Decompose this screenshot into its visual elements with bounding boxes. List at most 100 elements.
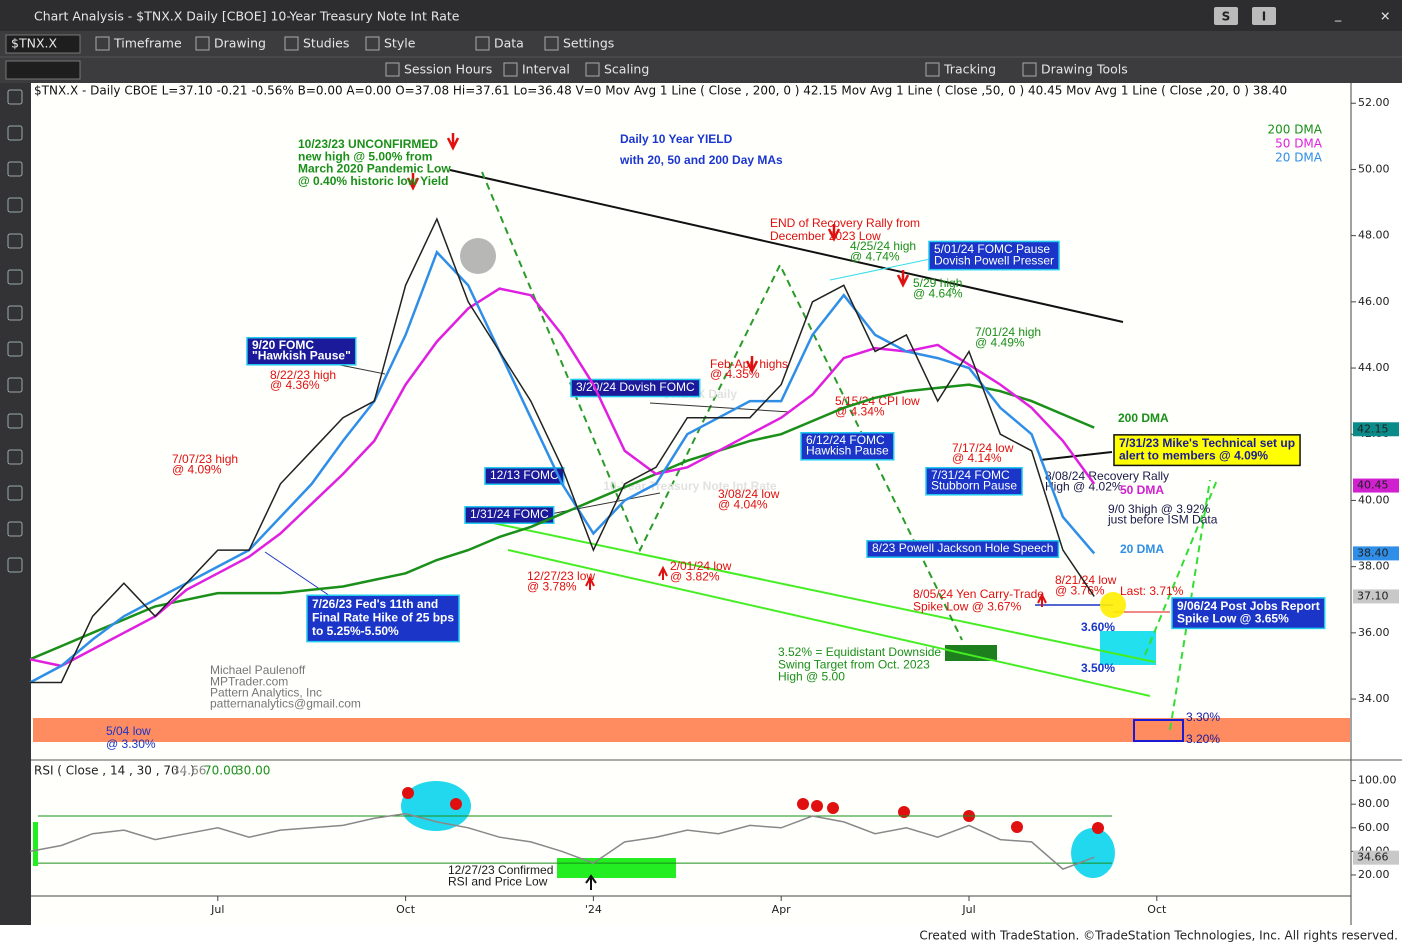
decoration <box>446 133 460 151</box>
annotation-text: High @ 5.00 <box>778 670 845 684</box>
minimize[interactable]: _ <box>1334 7 1342 22</box>
annotation-text: Final Rate Hike of 25 bps <box>312 611 454 625</box>
annotation-text: 9/0 3high @ 3.92% <box>1108 502 1211 516</box>
annotation-text: @ 3.82% <box>670 570 720 584</box>
annotation: 2/01/24 low@ 3.82% <box>670 559 732 584</box>
x-tick-label: Apr <box>772 903 792 916</box>
annotation-text: RSI and Price Low <box>448 874 548 888</box>
decoration <box>585 62 600 77</box>
rsi-readout: 34.66 <box>172 764 206 778</box>
annotation: 7/17/24 low@ 4.14% <box>952 441 1014 465</box>
annotation-text: 8/08/24 Recovery Rally <box>1045 469 1169 483</box>
annotation-text: Swing Target from Oct. 2023 <box>778 657 930 671</box>
x-tick-label: Jul <box>210 903 224 916</box>
y-tick-label: 60.00 <box>1358 821 1390 834</box>
decoration <box>797 798 809 810</box>
annotation-text: Feb-Apr. highs <box>710 357 788 371</box>
y-tick-label: 48.00 <box>1358 229 1390 242</box>
annotation: 3/20/24 Dovish FOMC <box>570 378 701 398</box>
annotation-text: @ 4.34% <box>835 405 885 419</box>
toolbar-button[interactable]: Settings <box>563 36 614 51</box>
window-button[interactable] <box>1214 7 1238 25</box>
price-tag-label: 37.10 <box>1357 589 1389 602</box>
annotation: 8/22/23 high@ 4.36% <box>270 368 336 392</box>
toolbar-button[interactable]: Drawing Tools <box>1041 62 1128 77</box>
series-name: 50 DMA <box>1275 137 1323 151</box>
annotation-text: @ 3.30% <box>106 737 156 751</box>
annotation-text: 9/06/24 Post Jobs Report <box>1177 599 1320 613</box>
y-tick-label: 20.00 <box>1358 868 1390 881</box>
decoration <box>1022 62 1037 77</box>
x-tick-label: Oct <box>1147 903 1167 916</box>
annotation-text: Daily 10 Year YIELD <box>620 132 733 146</box>
decoration <box>7 125 23 141</box>
y-tick-label: 38.00 <box>1358 560 1390 573</box>
decoration <box>385 62 400 77</box>
moving-average <box>29 287 1096 668</box>
toolbar-button[interactable]: Scaling <box>604 62 649 77</box>
decoration <box>7 269 23 285</box>
annotation-text: @ 4.36% <box>270 378 320 392</box>
decoration <box>402 787 414 799</box>
toolbar-button[interactable]: Session Hours <box>404 62 492 77</box>
annotation-text: 8/05/24 Yen Carry-Trade <box>913 587 1044 601</box>
decoration <box>544 36 559 51</box>
y-tick-label: 100.00 <box>1358 774 1397 787</box>
annotation: Feb-Apr. highs@ 4.35% <box>710 357 788 381</box>
x-tick-label: Jul <box>961 903 975 916</box>
toolbar-button[interactable]: Data <box>494 36 524 51</box>
annotation-text: High @ 4.02% <box>1045 480 1123 494</box>
toolbar-button[interactable]: Style <box>384 36 416 51</box>
footer: Created with TradeStation. ©TradeStation… <box>919 929 1398 943</box>
annotation-box <box>484 466 565 486</box>
annotation-text: 12/27/23 Confirmed <box>448 863 553 877</box>
footer-bar <box>0 926 1402 943</box>
decoration <box>827 224 841 242</box>
decoration <box>195 36 210 51</box>
decoration <box>1039 451 1113 461</box>
decoration <box>1144 479 1218 656</box>
annotation-text: 10/23/23 UNCONFIRMED <box>298 137 438 151</box>
annotation-text: @ 4.04% <box>718 498 768 512</box>
toolbar-button[interactable]: Studies <box>303 36 349 51</box>
annotation: 5/29 high@ 4.64% <box>913 276 963 301</box>
annotation-text: 20 DMA <box>1120 542 1164 556</box>
x-tick-label: '24 <box>585 903 602 916</box>
toolbar-button[interactable]: Timeframe <box>113 36 182 51</box>
annotation-box <box>1171 597 1326 630</box>
close[interactable]: ✕ <box>1380 9 1390 24</box>
toolbar-button[interactable]: Tracking <box>943 62 996 77</box>
decoration <box>925 62 940 77</box>
annotation-box <box>464 505 555 525</box>
decoration <box>7 341 23 357</box>
title-bar <box>0 0 1402 31</box>
decoration <box>460 238 496 274</box>
decoration <box>945 645 997 661</box>
annotation-text: 2/01/24 low <box>670 559 732 573</box>
symbol-box[interactable] <box>5 34 81 54</box>
annotation-text: Spike Low @ 3.65% <box>1177 611 1289 625</box>
toolbar-button[interactable]: Interval <box>522 62 570 77</box>
annotation-text: 3.50% <box>1081 661 1115 675</box>
rsi-title: RSI ( Close , 14 , 30 , 70 , ) <box>34 764 195 778</box>
y-tick-label: 52.00 <box>1358 96 1390 109</box>
toolbar-button[interactable]: Drawing <box>214 36 266 51</box>
decoration <box>449 169 1124 323</box>
annotation-text: 1/31/24 FOMC <box>470 507 549 521</box>
annotation-text: 7/26/23 Fed's 11th and <box>312 597 438 611</box>
decoration <box>7 557 23 573</box>
window-button[interactable] <box>1252 7 1276 25</box>
annotation-text: with 20, 50 and 200 Day MAs <box>619 153 783 167</box>
decoration <box>7 89 23 105</box>
annotation-box <box>246 336 357 366</box>
price-tag <box>1353 589 1399 604</box>
interval-box[interactable] <box>5 60 81 80</box>
annotation-text: @ 4.64% <box>913 287 963 301</box>
y-tick-label: 34.00 <box>1358 692 1390 705</box>
